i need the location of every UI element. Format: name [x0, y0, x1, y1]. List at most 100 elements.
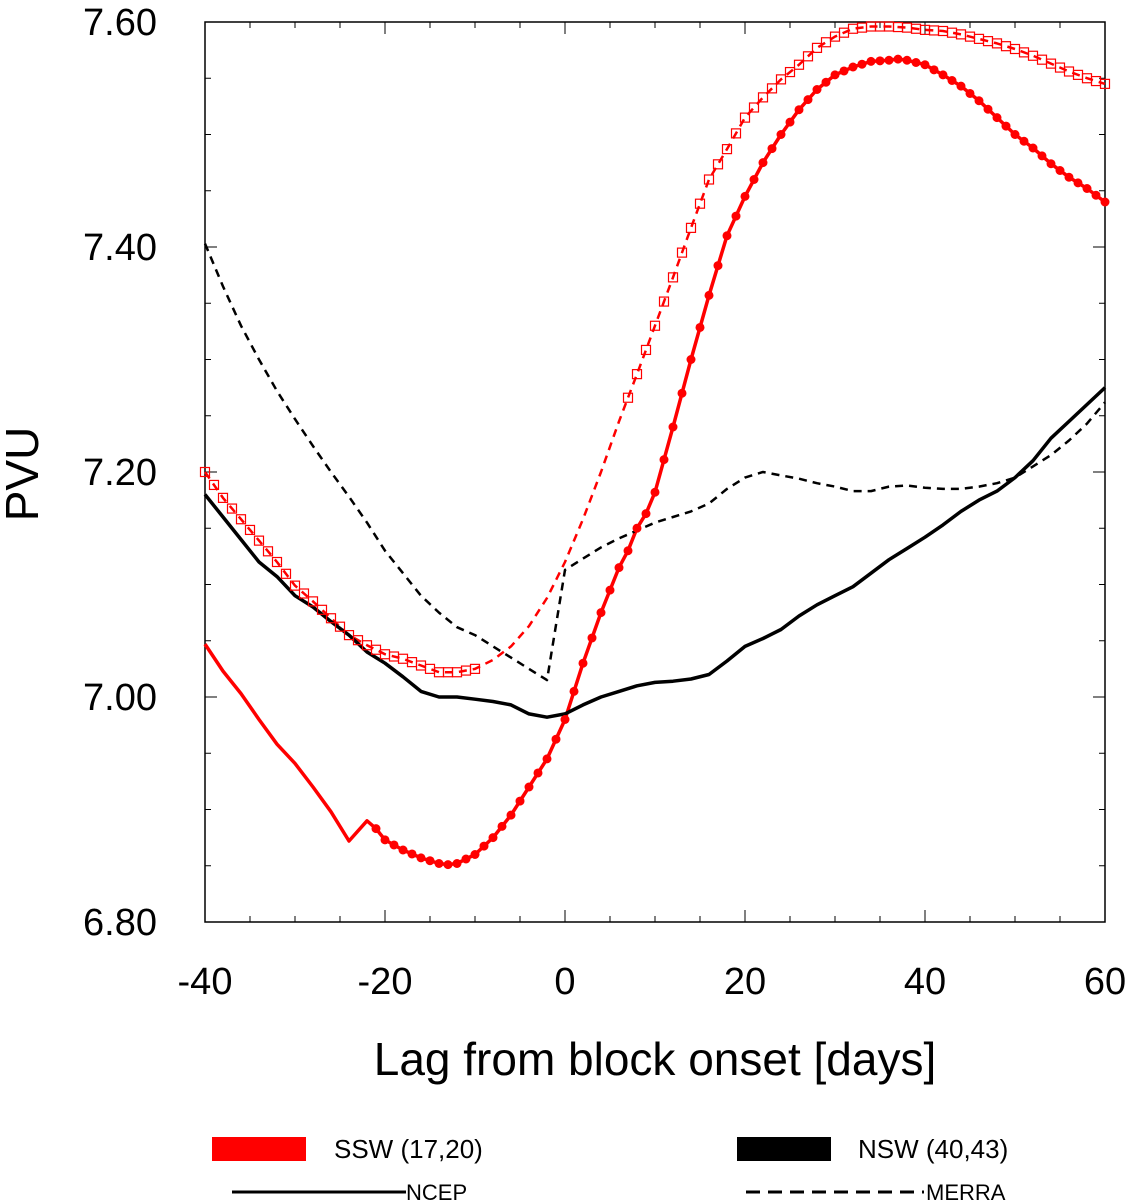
series-ssw-ncep-marker	[884, 55, 894, 65]
series-ssw-ncep-marker	[668, 422, 678, 432]
series-ssw-ncep-marker	[434, 859, 444, 868]
series-ssw-merra-marker	[793, 59, 805, 70]
series-ssw-merra-marker	[262, 546, 274, 557]
series-ssw-merra-line	[203, 25, 1106, 674]
series-ssw-merra-marker	[280, 568, 292, 579]
series-ssw-ncep-marker	[1019, 136, 1029, 146]
series-ssw-ncep-marker	[965, 88, 975, 98]
series-ssw-ncep-marker	[920, 60, 930, 70]
series-ssw-merra-marker	[469, 663, 481, 674]
series-ssw-ncep-marker	[695, 322, 705, 332]
series-ssw-merra-marker	[649, 320, 661, 331]
series-ssw-ncep-marker	[506, 810, 516, 820]
series-ssw-merra-marker	[730, 128, 742, 139]
series-ssw-ncep-marker	[956, 81, 966, 91]
series-ssw-ncep-marker	[974, 96, 984, 106]
series-ssw-ncep-marker	[461, 854, 471, 864]
series-ssw-ncep-line	[203, 57, 1107, 867]
y-tick-label: 7.20	[83, 452, 157, 494]
series-ssw-ncep-marker	[569, 686, 579, 696]
series-ssw-ncep-marker	[992, 113, 1002, 123]
series-ssw-ncep-marker	[497, 821, 507, 831]
series-ssw-merra-marker	[721, 144, 733, 155]
series-ssw-ncep-marker	[830, 70, 840, 80]
series-ssw-ncep-marker	[839, 66, 849, 76]
series-ssw-merra-marker	[739, 112, 751, 123]
series-ssw-ncep-marker	[911, 58, 921, 67]
legend-swatch-ssw	[212, 1137, 306, 1161]
series-ssw-merra-marker	[1063, 66, 1075, 77]
series-ssw-merra-marker	[226, 503, 238, 514]
series-ssw-ncep-marker	[560, 715, 570, 724]
series-ssw-merra-marker	[235, 514, 247, 525]
series-lines	[203, 25, 1107, 867]
legend-swatch-nsw	[737, 1137, 831, 1161]
series-ssw-merra-marker	[712, 159, 724, 170]
series-ssw-ncep-marker	[902, 55, 912, 65]
series-ssw-ncep-marker	[893, 54, 903, 64]
series-ssw-ncep-marker	[704, 290, 714, 300]
y-tick-label: 7.60	[83, 2, 157, 44]
series-ssw-ncep-marker	[407, 849, 417, 859]
series-ssw-merra-marker	[622, 392, 634, 403]
series-ssw-ncep-marker	[821, 77, 831, 87]
series-ssw-ncep-marker	[515, 796, 525, 806]
series-ssw-ncep-marker	[659, 455, 669, 465]
series-ssw-merra-marker	[685, 222, 697, 233]
series-ssw-merra-marker	[775, 74, 787, 85]
series-ssw-merra-marker	[766, 83, 778, 94]
series-ssw-ncep-marker	[1001, 121, 1011, 131]
series-ssw-ncep-marker	[938, 70, 948, 80]
series-ssw-ncep-marker	[452, 859, 462, 868]
series-nsw-ncep-line	[203, 386, 1107, 719]
series-ssw-ncep-marker	[371, 824, 381, 834]
series-ssw-ncep-marker	[542, 754, 552, 764]
legend-label-ncep: NCEP	[406, 1180, 467, 1203]
series-ssw-merra-marker	[298, 588, 310, 599]
series-ssw-merra-marker	[289, 580, 301, 591]
x-axis-title: Lag from block onset [days]	[374, 1033, 937, 1085]
series-ssw-ncep-marker	[686, 355, 696, 364]
series-ssw-merra-marker	[784, 66, 796, 78]
series-ssw-ncep-marker	[749, 175, 759, 184]
series-ssw-ncep-marker	[587, 633, 597, 643]
legend-label-merra: MERRA	[926, 1180, 1006, 1203]
y-axis-title: PVU	[0, 427, 48, 522]
series-ssw-ncep-marker	[866, 56, 876, 66]
series-ssw-ncep-marker	[533, 768, 543, 778]
legend: SSW (17,20) NSW (40,43) NCEP MERRA	[212, 1134, 1008, 1203]
series-ssw-ncep-marker	[848, 62, 858, 72]
series-ssw-ncep-marker	[1082, 184, 1092, 193]
x-tick-label: 0	[554, 961, 575, 1003]
x-tick-label: -40	[178, 961, 233, 1003]
series-ssw-ncep-marker	[794, 105, 804, 115]
series-ssw-ncep-marker	[767, 144, 777, 154]
y-tick-label: 6.80	[83, 902, 157, 944]
series-ssw-ncep-marker	[380, 835, 390, 845]
series-ssw-merra-marker	[370, 644, 382, 655]
series-ssw-merra-marker	[199, 466, 211, 478]
series-ssw-ncep-marker	[983, 104, 993, 114]
series-ssw-merra-marker	[667, 272, 679, 283]
y-tick-label: 7.00	[83, 677, 157, 719]
series-ssw-ncep-marker	[713, 261, 723, 271]
series-ssw-ncep-marker	[740, 191, 750, 201]
series-ssw-ncep-marker	[578, 658, 588, 668]
series-ssw-ncep-marker	[929, 65, 939, 75]
series-ssw-ncep-marker	[614, 563, 624, 573]
series-markers	[199, 21, 1111, 870]
axis-ticks	[204, 21, 1106, 923]
series-ssw-ncep-marker	[1037, 151, 1047, 161]
series-ssw-ncep-marker	[803, 95, 813, 105]
series-ssw-ncep-marker	[776, 130, 786, 139]
series-ssw-ncep-marker	[1100, 197, 1110, 207]
legend-label-ssw: SSW (17,20)	[334, 1134, 483, 1164]
series-ssw-ncep-marker	[875, 56, 885, 66]
series-ssw-merra-marker	[802, 51, 814, 62]
series-ssw-merra-marker	[325, 613, 337, 624]
series-ssw-ncep-marker	[758, 158, 768, 168]
series-ssw-ncep-marker	[1028, 143, 1038, 153]
series-ssw-merra-marker	[676, 247, 688, 258]
tick-labels: -40 -20 0 20 40 60 6.80 7.00 7.20 7.40 7.60	[83, 2, 1126, 1003]
